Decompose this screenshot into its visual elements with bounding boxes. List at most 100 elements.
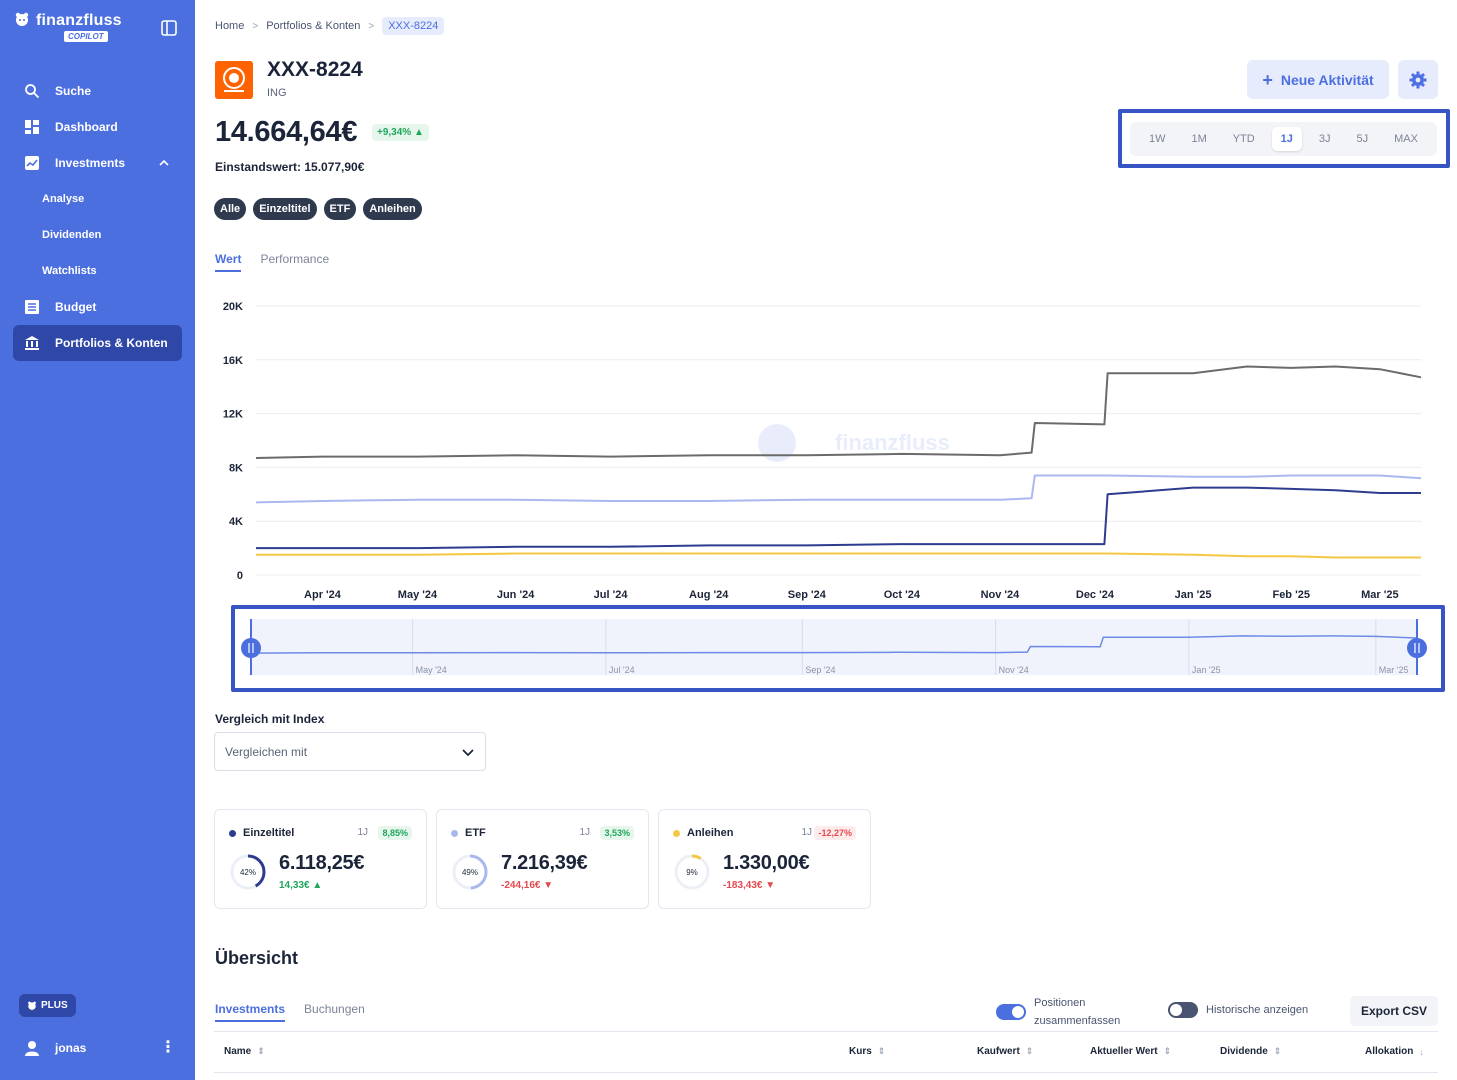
asset-card-einzeltitel[interactable]: Einzeltitel 1J 8,85% 42% 6.118,25€ 14,33€ ▲ bbox=[214, 809, 427, 909]
gear-icon bbox=[1409, 71, 1427, 88]
allocation-ring: 49% bbox=[452, 854, 488, 890]
brush-highlight bbox=[231, 605, 1445, 692]
user-menu[interactable]: jonas ⋮ bbox=[24, 1040, 176, 1056]
legend-dot bbox=[229, 830, 236, 837]
filter-chip-etf[interactable]: ETF bbox=[323, 198, 357, 220]
settings-button[interactable] bbox=[1398, 60, 1438, 99]
asset-card-anleihen[interactable]: Anleihen 1J -12,27% 9% 1.330,00€ -183,43€ ▼ bbox=[658, 809, 871, 909]
summarize-toggle-label: Positionen zusammenfassen bbox=[1034, 997, 1121, 1027]
column-label: Dividende bbox=[1220, 1046, 1268, 1057]
range-ytd[interactable]: YTD bbox=[1232, 133, 1255, 145]
series-line-gesamt bbox=[255, 365, 1422, 459]
compare-label: Vergleich mit Index bbox=[215, 712, 325, 726]
column-header-allokation[interactable]: Allokation ↓ bbox=[1365, 1046, 1424, 1057]
range-brush[interactable]: May '24 Jul '24 Sep '24 Nov '24 Jan '25 Mar '… bbox=[239, 613, 1437, 684]
range-1m[interactable]: 1M bbox=[1191, 133, 1207, 145]
ring-fill bbox=[674, 854, 710, 890]
card-value: 1.330,00€ bbox=[723, 852, 810, 874]
plan-badge[interactable]: PLUS bbox=[19, 994, 76, 1017]
divider bbox=[214, 1072, 1438, 1073]
column-header-kurs[interactable]: Kurs ⇕ bbox=[849, 1046, 885, 1057]
compare-index-select[interactable]: Vergleichen mit bbox=[214, 732, 486, 771]
y-tick-label: 16K bbox=[223, 355, 243, 367]
compare-placeholder: Vergleichen mit bbox=[225, 744, 308, 759]
watermark-logo-icon bbox=[758, 424, 796, 462]
change-badge: +9,34% ▲ bbox=[372, 124, 429, 141]
legend-dot bbox=[673, 830, 680, 837]
bank-icon bbox=[24, 335, 40, 351]
brush-tick-label: Jan '25 bbox=[1192, 665, 1221, 675]
account-bank: ING bbox=[267, 87, 287, 99]
tab-investments[interactable]: Investments bbox=[215, 1002, 286, 1022]
asset-filter-group: Alle Einzeltitel ETF Anleihen bbox=[214, 198, 422, 220]
user-icon bbox=[25, 1041, 39, 1056]
filter-chip-einzeltitel[interactable]: Einzeltitel bbox=[253, 198, 317, 220]
y-tick-label: 20K bbox=[223, 301, 243, 313]
range-1j[interactable]: 1J bbox=[1271, 127, 1302, 151]
sidebar-item-dashboard[interactable]: Dashboard bbox=[13, 109, 182, 145]
new-activity-button[interactable]: + Neue Aktivität bbox=[1247, 60, 1389, 99]
filter-chip-anleihen[interactable]: Anleihen bbox=[363, 198, 422, 220]
legend-dot bbox=[451, 830, 458, 837]
kebab-menu-icon[interactable]: ⋮ bbox=[160, 1039, 176, 1056]
sidebar-item-investments[interactable]: Investments bbox=[13, 145, 182, 181]
column-header-dividende[interactable]: Dividende ⇕ bbox=[1220, 1046, 1281, 1057]
chevron-down-icon bbox=[462, 748, 474, 756]
x-tick-label: Jan '25 bbox=[1175, 589, 1212, 601]
sidebar-item-watchlists[interactable]: Watchlists bbox=[42, 265, 97, 277]
sidebar-item-analyse[interactable]: Analyse bbox=[42, 193, 85, 205]
brand-logo[interactable]: finanzfluss bbox=[14, 12, 122, 30]
tab-wert[interactable]: Wert bbox=[215, 252, 242, 272]
sidebar-item-suche[interactable]: Suche bbox=[13, 73, 182, 109]
ring-fill bbox=[230, 854, 266, 890]
range-5j[interactable]: 5J bbox=[1356, 133, 1369, 145]
column-header-aktueller-wert[interactable]: Aktueller Wert ⇕ bbox=[1090, 1046, 1171, 1057]
card-pct-badge: 8,85% bbox=[378, 826, 412, 840]
asset-card-etf[interactable]: ETF 1J 3,53% 49% 7.216,39€ -244,16€ ▼ bbox=[436, 809, 649, 909]
breadcrumb-home[interactable]: Home bbox=[215, 20, 245, 32]
chevron-up-icon[interactable] bbox=[158, 157, 170, 169]
column-header-kaufwert[interactable]: Kaufwert ⇕ bbox=[977, 1046, 1033, 1057]
card-delta: -183,43€ ▼ bbox=[723, 880, 776, 891]
cost-basis: Einstandswert: 15.077,90€ bbox=[215, 160, 365, 174]
filter-chip-alle[interactable]: Alle bbox=[214, 198, 247, 220]
brand-name: finanzfluss bbox=[36, 12, 122, 29]
history-toggle-row: Historische anzeigen bbox=[1168, 1002, 1308, 1018]
series-line-anleihen bbox=[256, 552, 1421, 559]
range-3j[interactable]: 3J bbox=[1318, 133, 1331, 145]
summarize-toggle[interactable] bbox=[996, 1004, 1026, 1020]
value-chart[interactable]: 0 4K 8K 12K 16K 20K Apr '24 May '24 Jun '24 Jul '… bbox=[195, 285, 1457, 605]
x-tick-label: Jul '24 bbox=[594, 589, 629, 601]
tab-performance[interactable]: Performance bbox=[260, 252, 330, 266]
ing-lion-logo-icon bbox=[215, 61, 253, 99]
range-max[interactable]: MAX bbox=[1394, 133, 1418, 145]
range-1w[interactable]: 1W bbox=[1148, 133, 1166, 145]
x-tick-label: Jun '24 bbox=[497, 589, 535, 601]
brush-handle-left[interactable] bbox=[241, 638, 261, 658]
series-line-einzeltitel bbox=[256, 486, 1421, 550]
sidebar-item-dividenden[interactable]: Dividenden bbox=[42, 229, 102, 241]
x-tick-label: Sep '24 bbox=[788, 589, 827, 601]
brush-handle-right[interactable] bbox=[1407, 638, 1427, 658]
brush-tick-label: May '24 bbox=[416, 665, 447, 675]
breadcrumb-portfolios[interactable]: Portfolios & Konten bbox=[266, 20, 361, 32]
column-header-name[interactable]: Name ⇕ bbox=[224, 1046, 265, 1057]
budget-icon bbox=[24, 299, 40, 315]
sidebar-item-budget[interactable]: Budget bbox=[13, 289, 182, 325]
sidebar-item-portfolios[interactable]: Portfolios & Konten bbox=[13, 325, 182, 361]
column-label: Kaufwert bbox=[977, 1046, 1020, 1057]
card-value: 7.216,39€ bbox=[501, 852, 588, 874]
logo-mark-icon bbox=[28, 1001, 36, 1010]
ring-fill bbox=[452, 854, 488, 890]
history-toggle[interactable] bbox=[1168, 1002, 1198, 1018]
sort-icon: ⇕ bbox=[1163, 1046, 1172, 1056]
sort-icon: ⇕ bbox=[257, 1046, 265, 1056]
brush-series-line bbox=[250, 635, 1418, 654]
export-csv-button[interactable]: Export CSV bbox=[1350, 996, 1438, 1026]
tab-buchungen[interactable]: Buchungen bbox=[304, 1002, 365, 1016]
sidebar-collapse-icon[interactable] bbox=[160, 19, 178, 37]
y-tick-label: 4K bbox=[229, 516, 243, 528]
x-tick-label: Aug '24 bbox=[689, 589, 729, 601]
sidebar-item-label: Suche bbox=[55, 84, 92, 98]
main-content: Home > Portfolios & Konten > XXX-8224 XX… bbox=[195, 0, 1457, 1080]
